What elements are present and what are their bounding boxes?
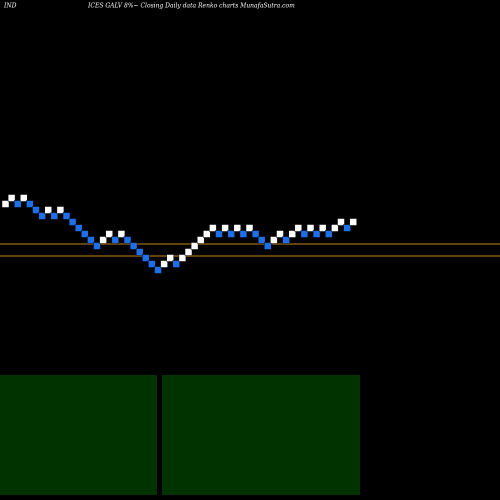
brick xyxy=(160,260,168,268)
brick xyxy=(1,200,10,208)
brick xyxy=(166,254,174,262)
brick xyxy=(337,218,345,226)
brick xyxy=(68,218,77,226)
brick xyxy=(349,218,357,226)
brick xyxy=(7,194,16,202)
brick xyxy=(32,206,40,214)
brick xyxy=(56,206,65,214)
brick xyxy=(184,248,193,256)
brick xyxy=(93,242,101,250)
brick xyxy=(343,224,351,232)
brick xyxy=(142,254,150,262)
brick xyxy=(135,248,144,256)
brick xyxy=(38,212,46,220)
brick xyxy=(221,224,229,232)
brick xyxy=(288,230,296,238)
brick xyxy=(26,200,34,208)
brick xyxy=(13,200,22,208)
chart-title: ICES GALV 8%~ Closing Daily data Renko c… xyxy=(87,3,295,10)
brick xyxy=(215,230,223,238)
brick xyxy=(74,224,83,232)
brick xyxy=(196,236,205,244)
brick xyxy=(331,224,339,232)
brick xyxy=(123,236,132,244)
brick xyxy=(318,224,327,232)
brick xyxy=(306,224,315,232)
brick xyxy=(203,230,211,238)
brick xyxy=(276,230,284,238)
lower-panel xyxy=(0,375,157,495)
brick xyxy=(81,230,89,238)
brick xyxy=(282,236,290,244)
brick xyxy=(44,206,52,214)
brick xyxy=(257,236,266,244)
brick xyxy=(117,230,126,238)
brick xyxy=(178,254,187,262)
brick xyxy=(105,230,113,238)
brick xyxy=(245,224,254,232)
brick xyxy=(20,194,28,202)
brick xyxy=(251,230,260,238)
brick xyxy=(239,230,248,238)
brick xyxy=(209,224,217,232)
title-left: IND xyxy=(3,3,17,10)
brick xyxy=(172,260,181,268)
lower-panel xyxy=(162,375,360,495)
brick xyxy=(264,242,272,250)
brick xyxy=(294,224,303,232)
brick xyxy=(233,224,242,232)
brick xyxy=(50,212,59,220)
brick xyxy=(190,242,199,250)
brick xyxy=(312,230,321,238)
brick xyxy=(62,212,71,220)
brick xyxy=(325,230,333,238)
brick xyxy=(154,266,162,274)
brick xyxy=(300,230,309,238)
brick xyxy=(87,236,95,244)
brick xyxy=(148,260,156,268)
brick xyxy=(227,230,235,238)
brick xyxy=(129,242,138,250)
brick xyxy=(99,236,107,244)
brick xyxy=(270,236,278,244)
brick xyxy=(111,236,120,244)
